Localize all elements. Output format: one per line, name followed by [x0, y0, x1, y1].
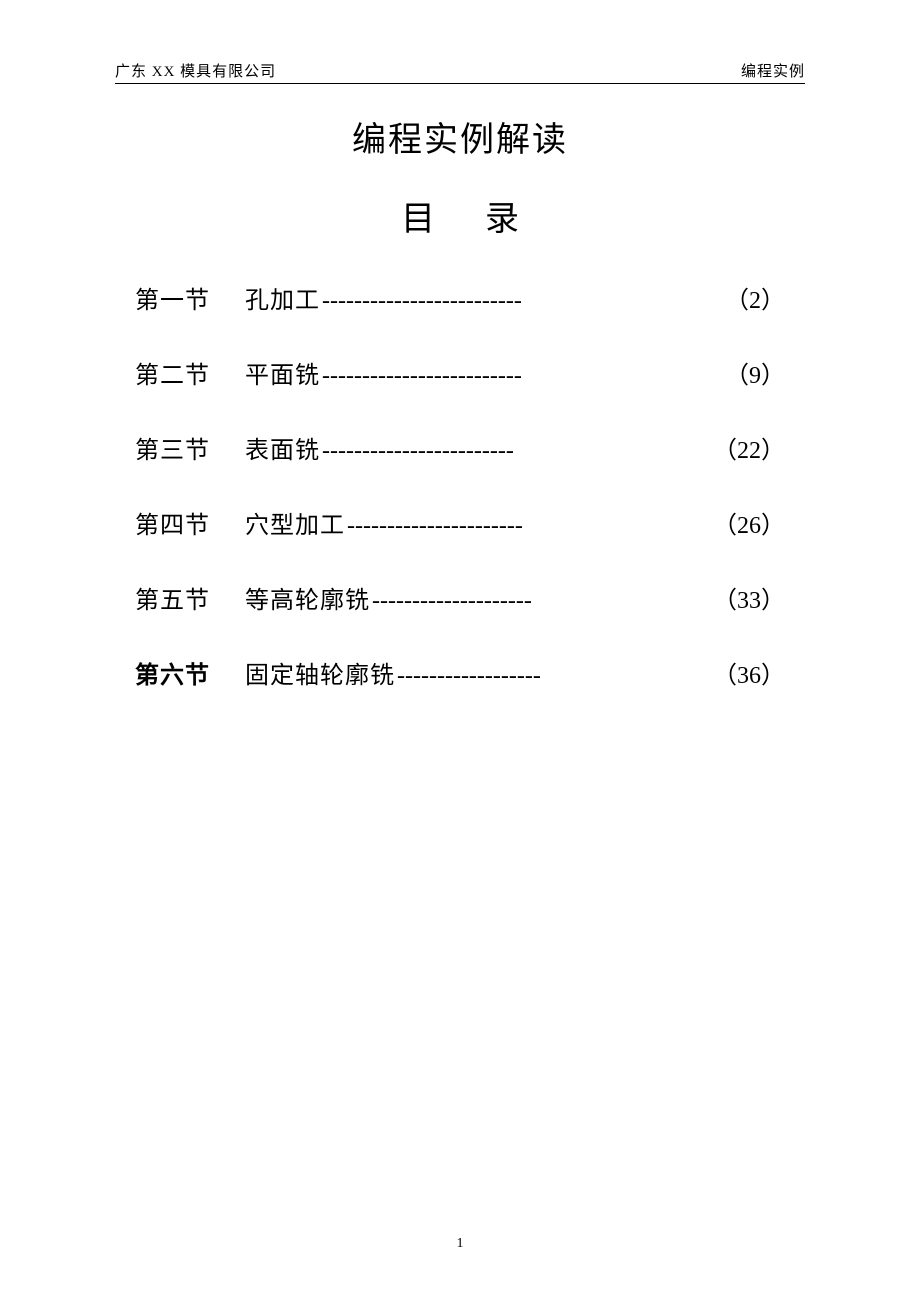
- header-left-company: 广东 XX 模具有限公司: [115, 60, 276, 81]
- toc-row: 第六节 固定轴轮廓铣 ------------------ （36）: [135, 655, 785, 690]
- toc-leader: ------------------: [395, 663, 713, 690]
- document-title: 编程实例解读: [115, 112, 805, 161]
- toc-page-number: （26）: [713, 505, 785, 540]
- toc-topic: 表面铣: [245, 430, 320, 465]
- toc-row: 第一节 孔加工 ------------------------- （2）: [135, 280, 785, 315]
- header-right-doc-title: 编程实例: [741, 60, 805, 81]
- toc-topic: 平面铣: [245, 355, 320, 390]
- toc-page-number: （36）: [713, 655, 785, 690]
- toc-row: 第三节 表面铣 ------------------------ （22）: [135, 430, 785, 465]
- toc-heading: 目录: [115, 191, 805, 240]
- toc-section-label: 第四节: [135, 505, 245, 540]
- toc-leader: -------------------------: [320, 363, 725, 390]
- toc-topic: 固定轴轮廓铣: [245, 655, 395, 690]
- toc-section-label: 第一节: [135, 280, 245, 315]
- toc-section-label: 第六节: [135, 655, 245, 690]
- toc-leader: ----------------------: [345, 513, 713, 540]
- toc-topic: 等高轮廓铣: [245, 580, 370, 615]
- toc-row: 第五节 等高轮廓铣 -------------------- （33）: [135, 580, 785, 615]
- toc-topic: 孔加工: [245, 280, 320, 315]
- toc-page-number: （2）: [725, 280, 785, 315]
- page-footer: 1: [0, 1236, 920, 1252]
- toc-section-label: 第二节: [135, 355, 245, 390]
- table-of-contents: 第一节 孔加工 ------------------------- （2） 第二…: [115, 280, 805, 690]
- toc-heading-char2: 录: [485, 201, 519, 238]
- toc-row: 第二节 平面铣 ------------------------- （9）: [135, 355, 785, 390]
- toc-leader: --------------------: [370, 588, 713, 615]
- toc-row: 第四节 穴型加工 ---------------------- （26）: [135, 505, 785, 540]
- toc-section-label: 第五节: [135, 580, 245, 615]
- toc-leader: ------------------------: [320, 438, 713, 465]
- toc-page-number: （22）: [713, 430, 785, 465]
- toc-topic: 穴型加工: [245, 505, 345, 540]
- toc-section-label: 第三节: [135, 430, 245, 465]
- page-number: 1: [457, 1236, 464, 1251]
- toc-heading-char1: 目: [401, 201, 435, 238]
- toc-page-number: （9）: [725, 355, 785, 390]
- toc-leader: -------------------------: [320, 288, 725, 315]
- page-header: 广东 XX 模具有限公司 编程实例: [115, 60, 805, 84]
- document-page: 广东 XX 模具有限公司 编程实例 编程实例解读 目录 第一节 孔加工 ----…: [0, 0, 920, 690]
- toc-page-number: （33）: [713, 580, 785, 615]
